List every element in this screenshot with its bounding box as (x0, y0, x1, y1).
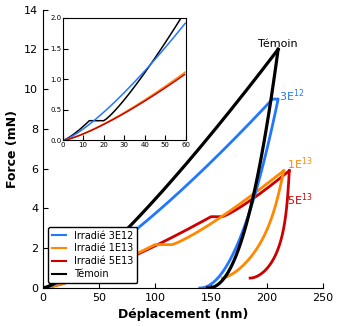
Text: 1E$^{13}$: 1E$^{13}$ (287, 155, 313, 172)
Text: 5E$^{13}$: 5E$^{13}$ (287, 191, 313, 208)
Text: 3E$^{12}$: 3E$^{12}$ (279, 88, 304, 104)
Y-axis label: Force (mN): Force (mN) (5, 110, 19, 188)
Text: Témoin: Témoin (258, 39, 298, 49)
Legend: Irradié 3E12, Irradié 1E13, Irradié 5E13, Témoin: Irradié 3E12, Irradié 1E13, Irradié 5E13… (48, 227, 138, 283)
X-axis label: Déplacement (nm): Déplacement (nm) (118, 308, 248, 321)
